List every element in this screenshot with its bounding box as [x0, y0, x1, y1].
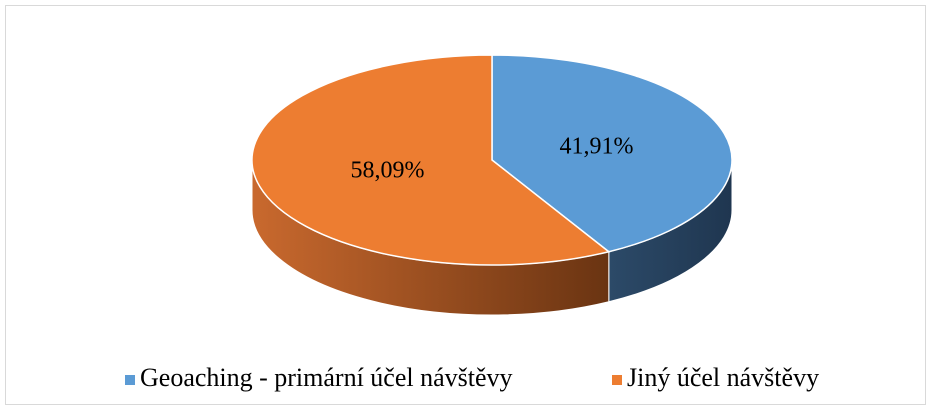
legend-label: Jiný účel návštěvy	[627, 363, 819, 392]
data-label: 41,91%	[560, 134, 634, 160]
data-label: 58,09%	[350, 157, 424, 183]
legend-label: Geoaching - primární účel návštěvy	[140, 363, 513, 392]
slice	[251, 54, 611, 266]
slice	[491, 54, 733, 253]
legend-swatch	[125, 375, 135, 385]
legend-swatch	[612, 375, 622, 385]
